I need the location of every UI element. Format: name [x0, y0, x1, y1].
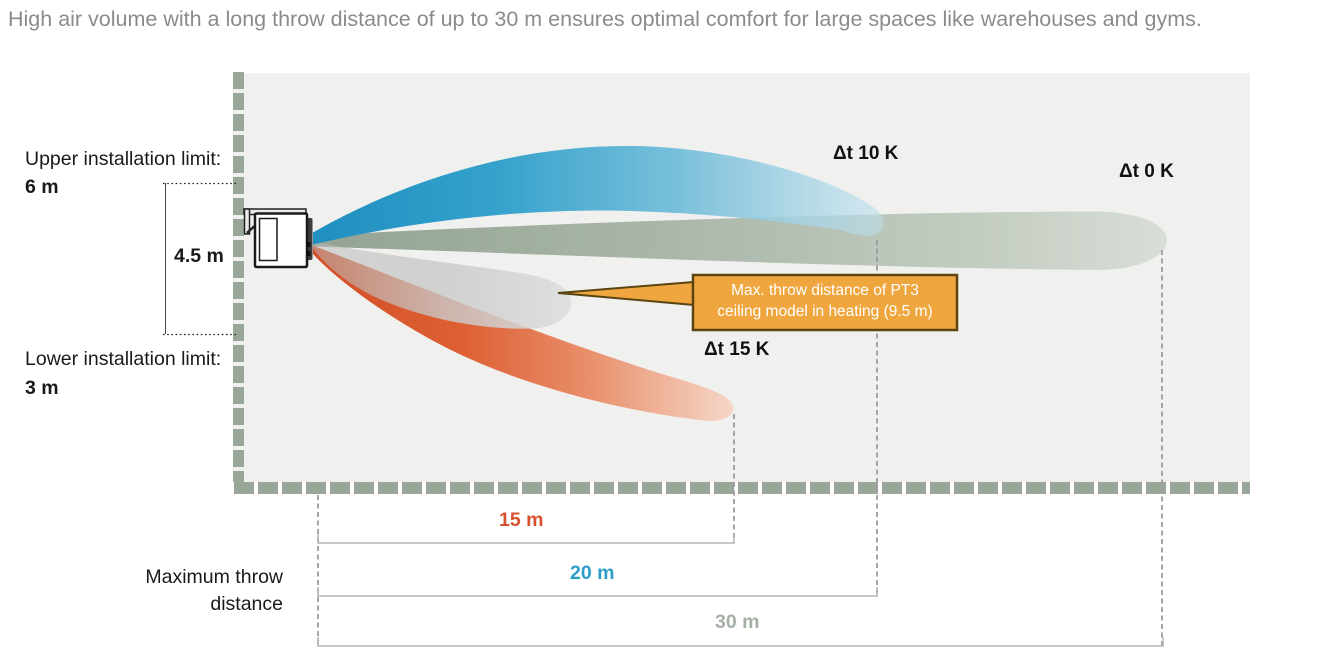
callout-line2: ceiling model in heating (9.5 m) — [717, 303, 933, 320]
bracket-20m — [317, 587, 878, 597]
mounting-height-dimension — [163, 182, 236, 336]
callout-shape — [557, 273, 959, 332]
throw-15m-value: 15 m — [499, 509, 544, 531]
maximum-throw-line1: Maximum throw — [145, 566, 283, 588]
bracket-30m — [317, 637, 1164, 647]
measurement-brackets — [317, 534, 1164, 647]
stream-isothermal-0k — [313, 211, 1167, 270]
throw-30m-value: 30 m — [715, 611, 760, 633]
delta-t-15k-label: Δt 15 K — [704, 339, 770, 360]
lower-installation-limit-value: 3 m — [25, 377, 59, 399]
delta-t-10k-label: Δt 10 K — [833, 143, 899, 164]
stream-pt3-ceiling-model — [313, 241, 572, 329]
callout-line1: Max. throw distance of PT3 — [731, 282, 919, 299]
upper-installation-limit-label: Upper installation limit: — [25, 148, 222, 170]
bracket-15m — [317, 534, 735, 544]
throw-20m-value: 20 m — [570, 562, 615, 584]
stream-heating-10k — [313, 145, 884, 245]
callout-text: Max. throw distance of PT3 ceiling model… — [695, 280, 955, 322]
maximum-throw-line2: distance — [210, 593, 283, 615]
diagram-caption: High air volume with a long throw distan… — [8, 7, 1202, 31]
drop-lines — [317, 240, 1163, 646]
lower-installation-limit-label: Lower installation limit: — [25, 348, 222, 370]
mounting-height-value: 4.5 m — [174, 245, 224, 267]
upper-installation-limit-value: 6 m — [25, 176, 59, 198]
air-heater-unit — [243, 208, 313, 269]
delta-t-0k-label: Δt 0 K — [1119, 161, 1174, 182]
maximum-throw-distance-label: Maximum throw distance — [83, 564, 283, 618]
callout-box — [691, 273, 959, 332]
